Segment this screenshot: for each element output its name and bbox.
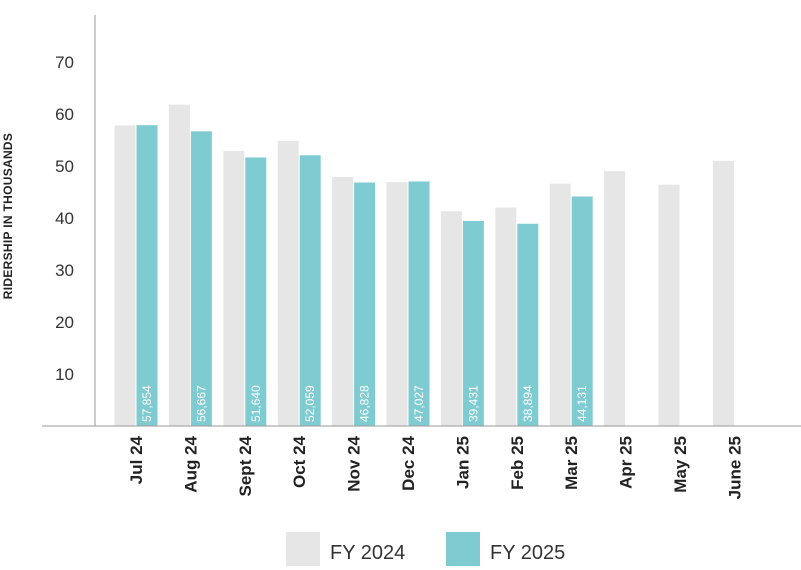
data-label-fy-2025-sept-24: 51,640 [249,385,263,422]
x-tick-label-sept-24: Sept 24 [236,435,255,496]
legend-swatch-fy-2025 [446,532,480,566]
bar-fy-2025-jul-24 [136,125,158,426]
data-label-fy-2025-feb-25: 38,894 [521,385,535,422]
bar-fy-2024-dec-24 [386,182,408,426]
bar-fy-2024-jul-24 [114,125,136,426]
legend-label-fy-2025: FY 2025 [490,542,565,564]
data-label-fy-2025-oct-24: 52,059 [303,385,317,422]
x-tick-label-oct-24: Oct 24 [290,435,309,488]
bar-fy-2024-aug-24 [168,104,190,426]
bar-fy-2024-apr-25 [604,171,626,426]
x-tick-label-june-25: June 25 [725,436,744,499]
data-label-fy-2025-aug-24: 56,667 [194,385,208,422]
x-tick-labels: Jul 24 Aug 24 Sept 24 Oct 24 Nov 24 Dec 24 Jan… [127,435,744,499]
y-tick-label-10: 10 [55,365,74,384]
data-label-fy-2025-jan-25: 39,431 [466,385,480,422]
y-tick-label-50: 50 [55,157,74,176]
bar-fy-2024-sept-24 [223,150,245,427]
bar-fy-2024-may-25 [658,184,680,426]
y-tick-label-40: 40 [55,209,74,228]
bar-fy-2025-feb-25 [517,223,539,426]
x-tick-label-may-25: May 25 [671,436,690,493]
bar-fy-2025-aug-24 [190,131,212,426]
bar-fy-2024-nov-24 [332,176,354,426]
x-tick-label-jul-24: Jul 24 [127,435,146,484]
bar-fy-2024-feb-25 [495,207,517,426]
y-tick-labels: 10 20 30 40 50 60 70 [55,53,74,384]
x-tick-label-feb-25: Feb 25 [508,436,527,490]
data-labels: 57,854 56,667 51,640 52,059 46,828 47,027 39,4… [140,385,589,422]
bar-fy-2025-mar-25 [571,196,593,426]
y-tick-label-20: 20 [55,313,74,332]
data-label-fy-2025-dec-24: 47,027 [412,385,426,422]
bar-fy-2025-nov-24 [354,182,376,426]
x-tick-label-mar-25: Mar 25 [562,436,581,490]
y-tick-label-30: 30 [55,261,74,280]
data-label-fy-2025-nov-24: 46,828 [358,385,372,422]
legend-swatch-fy-2024 [286,532,320,566]
y-tick-label-60: 60 [55,105,74,124]
x-tick-label-nov-24: Nov 24 [345,435,364,491]
bar-fy-2025-dec-24 [408,181,430,426]
bar-fy-2024-jan-25 [440,211,462,426]
y-tick-label-70: 70 [55,53,74,72]
x-tick-label-dec-24: Dec 24 [399,435,418,490]
data-label-fy-2025-mar-25: 44,131 [575,385,589,422]
bar-fy-2025-oct-24 [299,155,321,426]
y-axis-title: RIDERSHIP IN THOUSANDS [1,133,15,299]
bar-fy-2024-oct-24 [277,141,299,427]
legend: FY 2024 FY 2025 [286,532,565,566]
x-tick-label-jan-25: Jan 25 [453,436,472,489]
data-label-fy-2025-jul-24: 57,854 [140,385,154,422]
bar-fy-2024-mar-25 [549,183,571,426]
x-tick-label-apr-25: Apr 25 [617,436,636,489]
bar-fy-2025-sept-24 [245,157,267,427]
x-tick-label-aug-24: Aug 24 [181,435,200,492]
bar-fy-2024-june-25 [712,160,734,427]
bar-fy-2025-jan-25 [462,220,484,426]
bars [114,104,734,427]
legend-label-fy-2024: FY 2024 [330,542,405,564]
